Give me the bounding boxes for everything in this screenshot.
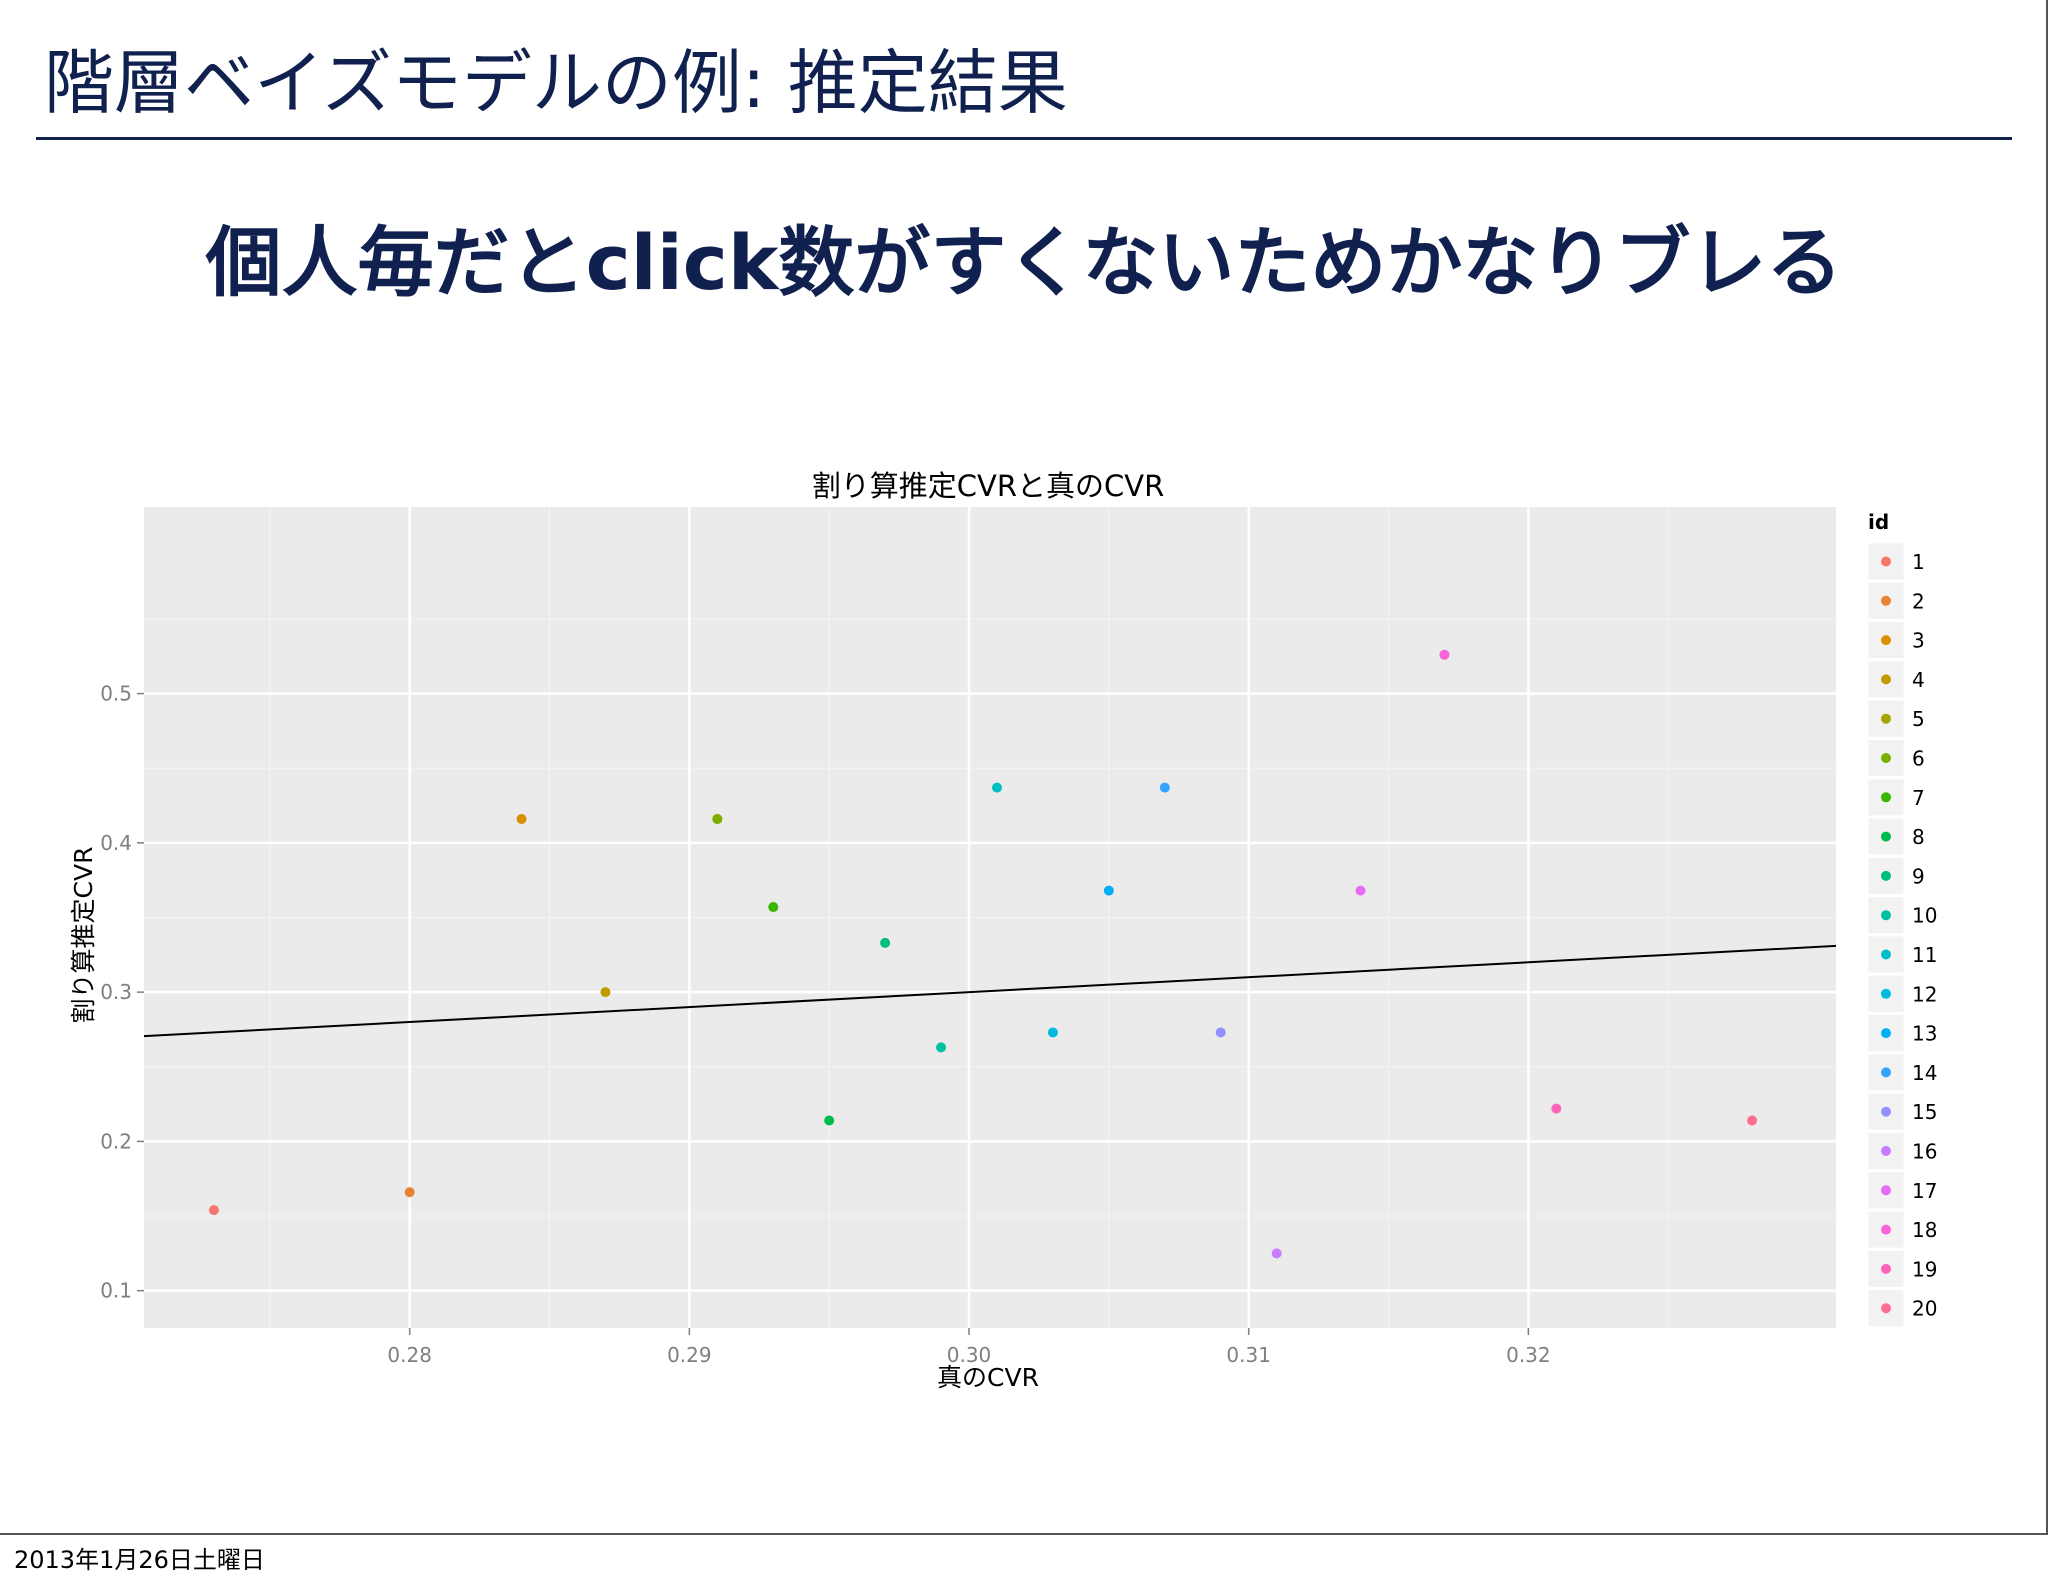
footer-date: 2013年1月26日土曜日: [14, 1546, 265, 1574]
legend-marker: [1881, 1106, 1891, 1117]
x-axis-label: 真のCVR: [937, 1363, 1039, 1392]
legend-marker: [1881, 1185, 1891, 1196]
legend-marker: [1881, 635, 1891, 646]
legend-label: 2: [1912, 589, 1925, 613]
scatter-chart: 割り算推定CVRと真のCVR 0.28 0.29 0.30 0.31 0.320.10.…: [69, 469, 1937, 1392]
data-point: [1215, 1027, 1226, 1038]
legend-label: 9: [1912, 864, 1925, 888]
legend-label: 19: [1912, 1257, 1937, 1281]
legend-label: 20: [1912, 1297, 1937, 1321]
data-point: [824, 1115, 835, 1126]
legend-marker: [1881, 595, 1891, 606]
data-point: [1159, 782, 1170, 793]
chart-title: 割り算推定CVRと真のCVR: [812, 469, 1164, 503]
data-point: [1747, 1115, 1758, 1126]
data-point: [712, 813, 723, 824]
x-tick-label: 0.31: [1226, 1343, 1271, 1367]
legend-label: 8: [1912, 825, 1925, 849]
legend-label: 17: [1912, 1179, 1937, 1203]
legend-marker: [1881, 753, 1891, 763]
legend-label: 12: [1912, 982, 1937, 1006]
legend-marker: [1881, 792, 1891, 803]
data-point: [936, 1042, 947, 1053]
y-tick-label: 0.1: [100, 1279, 132, 1303]
y-tick-label: 0.5: [100, 682, 132, 706]
legend-marker: [1881, 713, 1891, 724]
legend-marker: [1881, 1263, 1891, 1274]
legend-marker: [1881, 870, 1891, 881]
data-point: [991, 782, 1002, 793]
legend-title: id: [1868, 510, 1889, 534]
data-point: [1103, 885, 1114, 896]
legend-marker: [1881, 1028, 1891, 1039]
data-point: [1551, 1103, 1562, 1114]
legend-marker: [1881, 1146, 1891, 1156]
title-divider: [36, 137, 2012, 140]
data-point: [516, 813, 527, 824]
legend-label: 13: [1912, 1022, 1937, 1046]
legend-marker: [1881, 556, 1891, 567]
x-tick-label: 0.29: [667, 1343, 712, 1367]
y-tick-label: 0.2: [100, 1129, 132, 1153]
legend-label: 5: [1912, 707, 1925, 731]
legend-label: 15: [1912, 1100, 1937, 1124]
legend-label: 18: [1912, 1218, 1937, 1242]
legend-label: 3: [1912, 629, 1925, 653]
legend-label: 14: [1912, 1061, 1937, 1085]
legend-marker: [1881, 910, 1891, 921]
legend-marker: [1881, 988, 1891, 999]
legend-label: 1: [1912, 550, 1925, 574]
data-point: [880, 937, 891, 948]
legend-label: 10: [1912, 904, 1937, 928]
y-tick-label: 0.3: [100, 980, 132, 1004]
slide-subtitle: 個人毎だとclick数がすくないためかなりブレる: [205, 218, 1843, 307]
reference-line: [143, 944, 1837, 1038]
legend-marker: [1881, 674, 1891, 685]
legend-marker: [1881, 1303, 1891, 1314]
legend-marker: [1881, 831, 1891, 842]
data-point: [1047, 1027, 1058, 1038]
slide-title: 階層ベイズモデルの例: 推定結果: [44, 42, 1068, 124]
data-point: [1271, 1248, 1282, 1259]
legend-marker: [1881, 1224, 1891, 1235]
x-tick-label: 0.30: [947, 1343, 992, 1367]
legend-label: 6: [1912, 747, 1925, 771]
legend-marker: [1881, 949, 1891, 960]
data-point: [208, 1205, 219, 1216]
data-point: [404, 1187, 415, 1198]
data-point: [1355, 885, 1366, 896]
legend-label: 16: [1912, 1140, 1937, 1164]
legend-marker: [1881, 1067, 1891, 1078]
x-tick-label: 0.32: [1506, 1343, 1551, 1367]
y-tick-label: 0.4: [100, 831, 132, 855]
x-tick-label: 0.28: [387, 1343, 432, 1367]
legend-label: 7: [1912, 786, 1925, 810]
y-axis-label: 割り算推定CVR: [69, 847, 98, 1024]
legend-label: 4: [1912, 668, 1925, 692]
data-point: [600, 987, 611, 998]
legend-label: 11: [1912, 943, 1937, 967]
data-point: [768, 902, 779, 913]
data-point: [1439, 649, 1450, 660]
